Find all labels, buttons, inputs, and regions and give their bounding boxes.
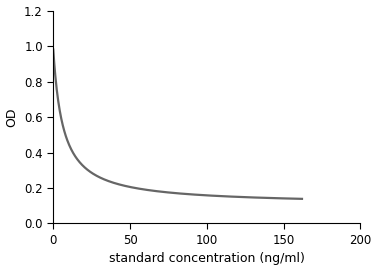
Y-axis label: OD: OD <box>6 107 18 127</box>
X-axis label: standard concentration (ng/ml): standard concentration (ng/ml) <box>109 253 305 265</box>
